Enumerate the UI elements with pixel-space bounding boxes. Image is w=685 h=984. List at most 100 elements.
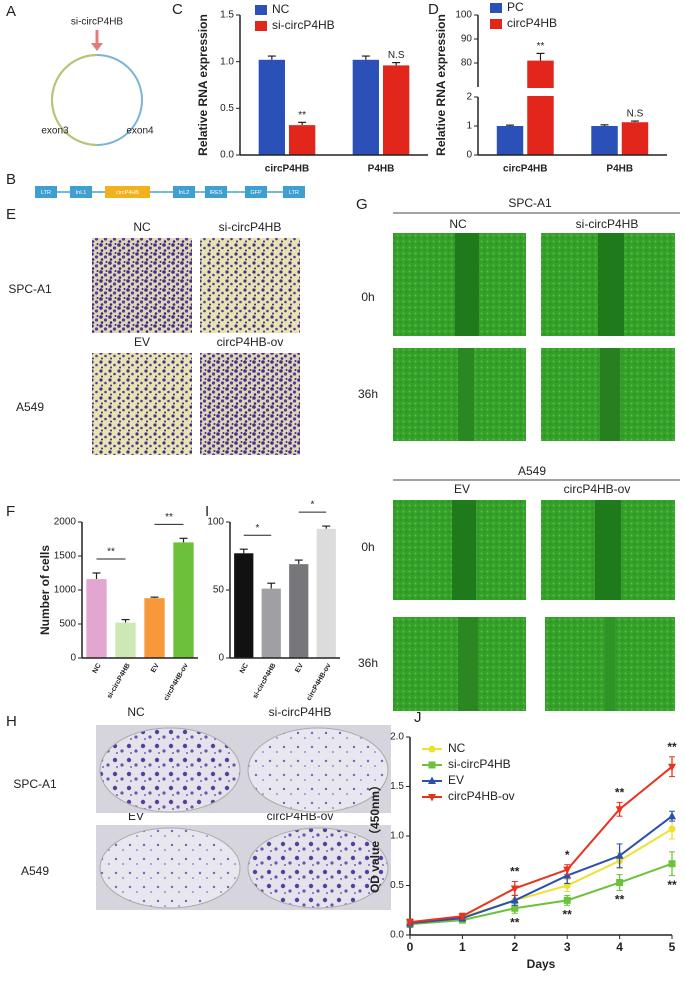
x-tick-label: si-circP4HB: [106, 662, 132, 700]
bar: [352, 59, 379, 155]
significance-label: **: [667, 740, 677, 754]
y-tick-label: 50: [213, 585, 225, 596]
legend-label: PC: [507, 0, 524, 14]
construct-label: GFP: [250, 190, 262, 196]
line: [409, 862, 673, 926]
y-tick-label: 1500: [54, 551, 77, 562]
legend-swatch: [255, 5, 267, 15]
panel-label: G: [356, 196, 368, 213]
x-tick-label: EV: [294, 662, 305, 674]
colony-plate: [99, 727, 241, 813]
bar: [621, 122, 649, 155]
x-tick-label: NC: [92, 662, 103, 674]
legend-marker: [428, 794, 436, 802]
panel-label: H: [6, 713, 17, 730]
row-label: A549: [16, 400, 44, 414]
construct-box: [205, 186, 227, 198]
significance-label: *: [311, 500, 315, 511]
chart: 0 1 2 80 90 100 Relative RNA expression PC circP…: [434, 0, 667, 175]
row-label: A549: [21, 864, 49, 878]
significance-label: **: [667, 878, 677, 892]
y-tick-label: 0: [466, 150, 472, 161]
legend-marker: [428, 761, 436, 769]
y-tick-label: 2.0: [390, 732, 404, 743]
time-label: 0h: [361, 540, 374, 554]
legend-label: si-circP4HB: [448, 757, 511, 771]
legend-label: NC: [448, 741, 466, 755]
panel-h: NC si-circP4HB EV circP4HB-ov SPC-A1 A54…: [13, 705, 391, 910]
legend-marker: [428, 745, 436, 753]
y-tick-label: 0: [218, 653, 224, 664]
colony-plate: [247, 827, 389, 909]
y-tick-label: 1.0: [390, 831, 404, 842]
legend-label: si-circP4HB: [272, 18, 335, 32]
chart: 0.0 0.5 1.0 1.5 2.0 OD value（450nm） 0 1 2 3 4 5 Days…: [367, 732, 677, 972]
bar: [261, 588, 281, 658]
bar: [289, 564, 309, 658]
y-tick-label: 0: [70, 653, 76, 664]
y-tick-label: 500: [59, 619, 76, 630]
panel-label: J: [414, 709, 422, 726]
column-label: EV: [454, 482, 470, 496]
y-tick-label: 1.5: [390, 781, 404, 792]
y-tick-label: 2000: [54, 517, 77, 528]
panel-label: I: [205, 503, 209, 520]
transwell-image: [92, 353, 192, 455]
x-tick-label: 5: [669, 940, 676, 954]
y-tick-label: 1000: [54, 585, 77, 596]
y-tick-label: 1.0: [220, 56, 234, 67]
y-tick-label: 100: [207, 517, 224, 528]
bar: [173, 542, 194, 658]
panel-label: B: [6, 171, 16, 188]
legend-swatch: [255, 21, 267, 31]
time-label: 36h: [358, 656, 378, 670]
scratch-gap: [595, 500, 621, 600]
panel-label: E: [6, 206, 16, 223]
colony-plate: [247, 727, 389, 813]
panel-label: A: [6, 3, 16, 20]
point: [615, 851, 624, 859]
point: [616, 879, 624, 887]
y-tick-label: 100: [455, 10, 472, 21]
y-axis-label: Relative RNA expression: [434, 14, 448, 156]
panel-g: SPC-A1 NC si-circP4HB 0h 36h A549 EV cir…: [358, 196, 680, 711]
bar: [258, 59, 285, 155]
panel-e: NC si-circP4HB EV circP4HB-ov SPC-A1 A54…: [8, 220, 300, 455]
panel-a: si-circP4HB exon3 exon4: [41, 17, 154, 146]
construct-label: InL1: [76, 190, 87, 196]
colony-plate: [99, 827, 241, 909]
legend-label: circP4HB-ov: [448, 789, 515, 803]
column-label: NC: [449, 217, 467, 231]
legend-swatch: [490, 3, 502, 13]
point: [511, 904, 519, 912]
chart: 0 50 100 NC si-circP4HB EV circP4HB-ov * *: [207, 500, 340, 702]
scratch-gap: [458, 348, 474, 441]
x-tick-label: 4: [616, 940, 623, 954]
bar: [144, 598, 165, 658]
transwell-image: [200, 353, 300, 455]
column-label: NC: [133, 220, 151, 234]
panel-label: F: [6, 503, 15, 520]
arrow-label: si-circP4HB: [71, 17, 124, 28]
construct-box: [105, 186, 150, 198]
column-label: si-circP4HB: [219, 220, 282, 234]
point: [668, 763, 676, 772]
point: [615, 806, 624, 814]
exon-label: exon3: [41, 126, 69, 137]
circ-rna-half: [51, 54, 98, 146]
point: [668, 860, 676, 868]
group-title: A549: [518, 464, 546, 478]
x-tick-label: circP4HB-ov: [163, 662, 190, 702]
point: [563, 896, 571, 904]
time-label: 0h: [361, 290, 374, 304]
point: [406, 919, 414, 927]
line: [409, 815, 673, 925]
construct-box: [35, 186, 57, 198]
scratch-gap: [452, 500, 476, 600]
x-tick-label: 2: [511, 940, 518, 954]
bar: [496, 126, 524, 155]
column-label: circP4HB-ov: [217, 335, 284, 349]
bar: [591, 126, 618, 155]
x-tick-label: 0: [407, 940, 414, 954]
significance-label: **: [510, 915, 520, 929]
